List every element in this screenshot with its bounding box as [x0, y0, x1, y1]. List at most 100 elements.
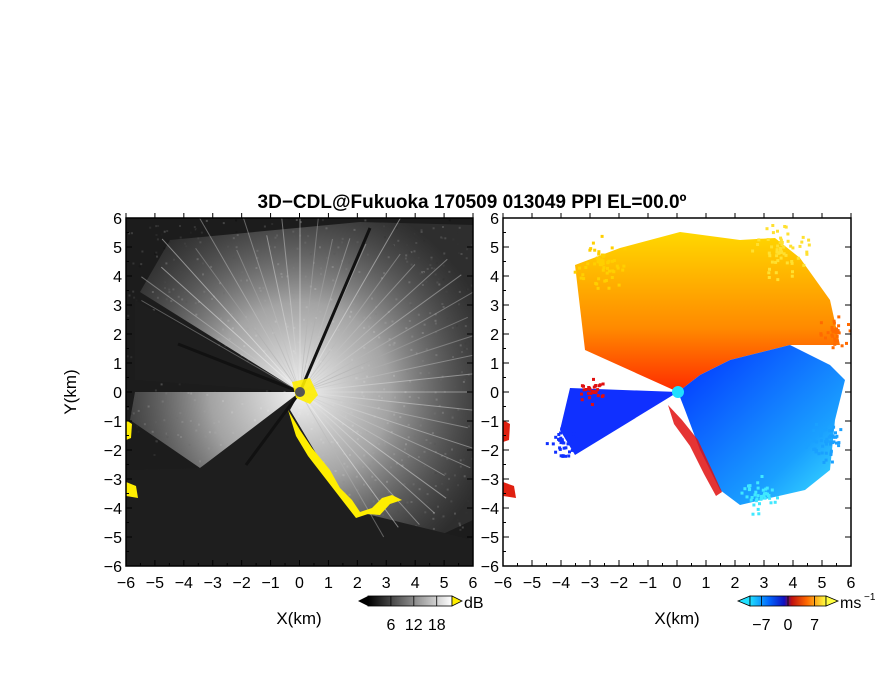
velocity-speckle-pixel: [748, 484, 752, 488]
intensity-noise-pixel: [160, 233, 163, 236]
intensity-colorbar-unit: dB: [464, 595, 484, 612]
velocity-panel: [503, 218, 851, 566]
velocity-speckle-pixel: [579, 276, 583, 280]
velocity-speckle-pixel: [790, 260, 794, 263]
velocity-speckle-pixel: [606, 261, 610, 264]
intensity-ray: [299, 391, 447, 499]
velocity-speckle-pixel: [832, 425, 836, 429]
velocity-colorbar-unit: ms: [840, 595, 861, 612]
velocity-speckle-pixel: [765, 227, 769, 231]
velocity-speckle-pixel: [832, 319, 836, 323]
velocity-x-tick-label: −4: [552, 575, 570, 592]
velocity-speckle-pixel: [796, 256, 800, 260]
velocity-speckle-pixel: [807, 238, 811, 242]
velocity-speckle-pixel: [748, 487, 752, 491]
velocity-speckle-pixel: [588, 396, 592, 400]
velocity-x-tick-label: −3: [581, 575, 599, 592]
intensity-shadow-sector-north-west: [135, 300, 300, 392]
velocity-speckle-pixel: [557, 437, 560, 441]
intensity-noise-pixel: [126, 407, 129, 410]
intensity-colorbar-tick-label: 6: [386, 617, 395, 634]
velocity-speckle-pixel: [771, 224, 775, 227]
velocity-speckle-pixel: [607, 286, 611, 290]
velocity-speckle-pixel: [770, 488, 774, 492]
intensity-ray: [161, 238, 301, 393]
velocity-speckle-pixel: [778, 240, 782, 244]
velocity-speckle-pixel: [779, 256, 783, 260]
velocity-y-tick-label: 5: [490, 240, 499, 257]
intensity-noise-pixel: [152, 309, 155, 312]
intensity-y-tick-label: −6: [104, 559, 122, 576]
velocity-speckle-pixel: [562, 446, 566, 450]
velocity-speckle-pixel: [805, 252, 809, 256]
velocity-speckle-pixel: [597, 250, 601, 254]
velocity-speckle-pixel: [610, 259, 614, 263]
intensity-noise-pixel: [154, 389, 157, 392]
velocity-positive-region: [575, 232, 840, 392]
velocity-speckle-pixel: [824, 451, 828, 455]
velocity-y-tick-label: −2: [481, 443, 499, 460]
intensity-noise-pixel: [193, 226, 196, 229]
velocity-axes: −6 −5 −4 −3 −2 −1 0 1 2 3 4 5 6 6 5 4 3 2 1 0 −1 −2 −3 −4 −5 −6: [481, 211, 856, 592]
intensity-noise-pixel: [160, 383, 163, 386]
velocity-speckle-pixel: [589, 247, 593, 251]
velocity-speckle-pixel: [751, 512, 755, 516]
velocity-speckle-pixel: [837, 315, 841, 319]
velocity-speckle-pixel: [580, 384, 584, 388]
velocity-speckle-pixel: [745, 495, 749, 499]
intensity-ray: [299, 218, 402, 393]
intensity-x-tick-label: −2: [233, 575, 251, 592]
velocity-speckle-pixel: [574, 434, 578, 438]
velocity-speckle-pixel: [832, 321, 836, 325]
intensity-colorbar-tick-label: 18: [428, 617, 446, 634]
velocity-speckle-pixel: [582, 388, 586, 392]
velocity-speckle-pixel: [815, 440, 819, 444]
velocity-speckle-pixel: [770, 260, 774, 264]
intensity-y-tick-label: 1: [113, 356, 122, 373]
velocity-speckle-pixel: [775, 250, 779, 254]
intensity-x-tick-label: 1: [324, 575, 333, 592]
velocity-speckle-pixel: [582, 277, 586, 281]
velocity-speckle-pixel: [605, 271, 609, 275]
velocity-speckle-pixel: [616, 266, 620, 270]
intensity-noise-pixel: [269, 390, 272, 393]
velocity-speckle-pixel: [592, 377, 595, 381]
intensity-y-tick-label: 3: [113, 298, 122, 315]
velocity-speckle-pixel: [567, 454, 571, 458]
velocity-speckle-pixel: [761, 488, 765, 492]
intensity-ray: [299, 391, 471, 469]
velocity-speckle-pixel: [591, 241, 595, 245]
velocity-speckle-pixel: [820, 451, 824, 455]
velocity-speckle-pixel: [833, 339, 837, 343]
velocity-speckle-pixel: [562, 441, 566, 445]
intensity-noise-pixel: [214, 390, 216, 393]
intensity-ray: [299, 391, 473, 449]
velocity-speckle-pixel: [569, 432, 573, 436]
velocity-speckle-pixel: [847, 323, 850, 326]
velocity-speckle-pixel: [558, 447, 562, 451]
velocity-speckle-pixel: [750, 496, 754, 499]
velocity-speckle-pixel: [592, 391, 596, 394]
velocity-speckle-pixel: [608, 269, 611, 273]
velocity-speckle-pixel: [756, 481, 760, 485]
velocity-speckle-pixel: [758, 502, 761, 506]
intensity-x-tick-label: −3: [204, 575, 222, 592]
velocity-speckle-pixel: [587, 391, 590, 395]
velocity-speckle-pixel: [545, 442, 549, 446]
velocity-speckle-pixel: [832, 435, 836, 439]
velocity-speckle-pixel: [834, 331, 838, 335]
intensity-ray: [299, 391, 435, 514]
intensity-colorbar-left-arrow: [358, 596, 368, 606]
velocity-speckle-pixel: [786, 239, 790, 243]
velocity-speckle-pixel: [837, 324, 841, 328]
velocity-colorbar-right-arrow: [825, 595, 840, 607]
velocity-speckle-pixel: [593, 391, 597, 394]
intensity-noise-pixel: [138, 265, 141, 268]
intensity-noise-pixel: [154, 252, 157, 255]
velocity-y-tick-label: −6: [481, 559, 499, 576]
velocity-speckle-pixel: [834, 431, 837, 435]
velocity-speckle-pixel: [580, 398, 584, 402]
velocity-speckle-pixel: [821, 444, 825, 448]
velocity-speckle-pixel: [775, 254, 779, 258]
intensity-ray: [299, 218, 319, 393]
